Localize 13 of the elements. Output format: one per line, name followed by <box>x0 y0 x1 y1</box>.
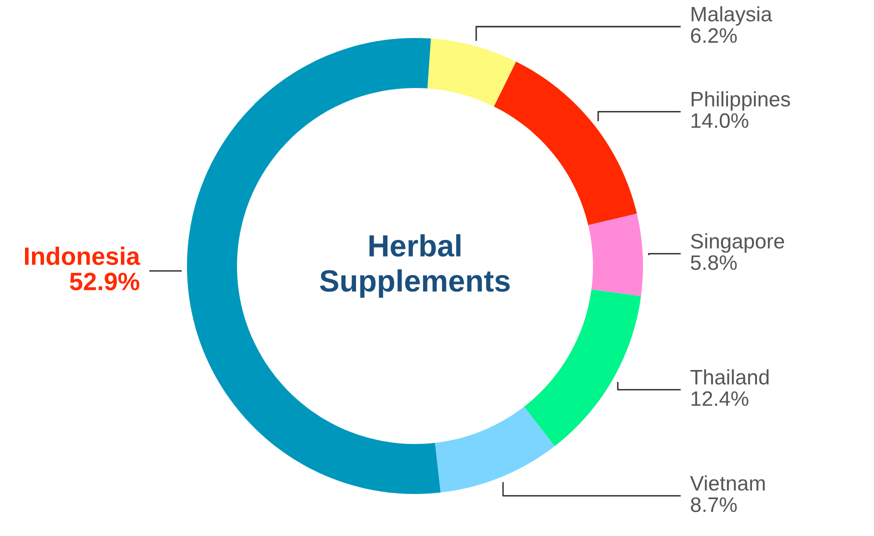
data-label: 5.8% <box>690 255 737 270</box>
data-label: 14.0% <box>692 113 748 128</box>
data-label: 6.2% <box>691 28 737 43</box>
data-label: 52.9% <box>70 272 140 290</box>
slice-label: Vietnam <box>690 475 765 491</box>
text: Herbal Supplements <box>320 234 510 298</box>
slice-label: Singapore <box>690 233 784 253</box>
slice-label: Malaysia <box>692 6 772 26</box>
slice-label: Philippines <box>692 91 790 111</box>
slice-label: Thailand <box>690 369 769 385</box>
data-label: 12.4% <box>692 391 748 406</box>
slice-label: Indonesia <box>24 246 140 266</box>
data-label: 8.7% <box>690 497 737 512</box>
